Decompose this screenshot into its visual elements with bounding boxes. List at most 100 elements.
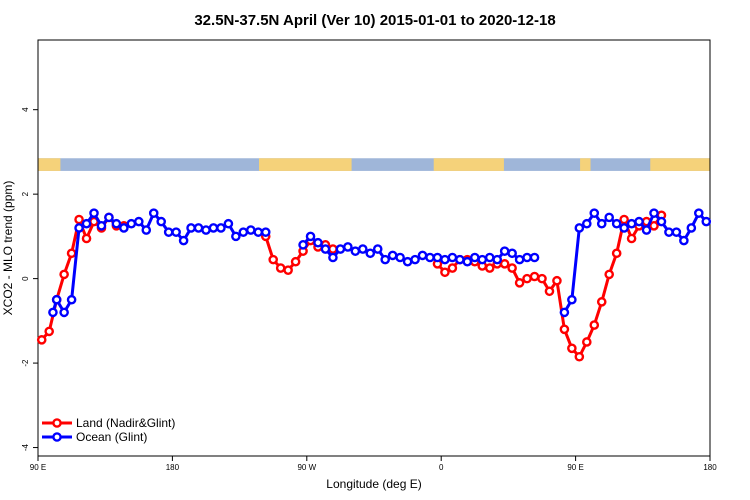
ocean-series <box>48 208 712 318</box>
map-land-segment <box>38 158 61 171</box>
data-point <box>238 227 249 237</box>
x-axis: 90 E 180 90 W 0 90 E 180 <box>30 456 717 472</box>
data-point <box>559 324 570 335</box>
data-point <box>74 214 84 225</box>
x-tick-label: 0 <box>439 463 444 472</box>
data-point <box>178 235 189 246</box>
data-point <box>462 256 473 267</box>
data-point <box>387 250 398 261</box>
data-point <box>656 216 667 227</box>
map-land-segment <box>650 158 710 171</box>
data-point <box>626 218 637 229</box>
data-point <box>201 225 211 235</box>
data-point <box>499 246 510 256</box>
y-tick-label: -4 <box>21 443 30 451</box>
data-point <box>552 275 562 286</box>
x-tick-label: 90 E <box>567 463 583 472</box>
data-point <box>604 269 615 280</box>
legend: Land (Nadir&Glint)Ocean (Glint) <box>42 416 175 444</box>
series-layer <box>36 208 712 362</box>
chart-title: 32.5N-37.5N April (Ver 10) 2015-01-01 to… <box>194 12 555 29</box>
data-point <box>484 252 495 263</box>
data-point <box>283 265 293 275</box>
data-point <box>260 227 271 237</box>
data-point <box>335 244 346 254</box>
map-land-segment <box>580 158 591 171</box>
data-point <box>417 250 428 261</box>
data-point <box>313 237 323 248</box>
map-land-segment <box>259 158 352 171</box>
data-point <box>44 326 55 337</box>
data-point <box>425 252 435 263</box>
y-tick-label: 0 <box>21 276 30 281</box>
data-point <box>701 216 712 227</box>
data-point <box>208 223 219 233</box>
data-point <box>671 227 682 237</box>
data-point <box>171 227 181 237</box>
data-point <box>163 227 174 237</box>
data-point <box>537 273 547 284</box>
data-point <box>59 269 69 280</box>
data-point <box>350 246 361 256</box>
data-point <box>529 252 540 263</box>
data-point <box>611 248 622 259</box>
data-point <box>231 231 241 242</box>
data-point <box>148 208 159 218</box>
data-point <box>507 248 517 259</box>
data-point <box>619 223 629 233</box>
data-point <box>328 244 338 254</box>
data-point <box>343 242 353 252</box>
data-point <box>395 252 405 263</box>
x-tick-label: 90 E <box>30 463 46 472</box>
data-point <box>253 227 264 237</box>
data-point <box>380 254 391 265</box>
data-point <box>604 212 615 223</box>
data-point <box>298 240 308 250</box>
data-point <box>514 254 525 265</box>
data-point <box>567 294 577 305</box>
data-point <box>81 218 92 229</box>
data-point <box>634 216 644 227</box>
data-point <box>111 218 122 229</box>
data-point <box>89 208 99 218</box>
data-point <box>641 225 652 235</box>
data-point <box>626 233 637 244</box>
data-point <box>596 297 607 307</box>
x-tick-label: 180 <box>166 463 180 472</box>
data-point <box>596 218 607 229</box>
data-point <box>649 208 659 218</box>
data-point <box>619 214 629 225</box>
data-point <box>59 307 69 318</box>
y-axis-label: XCO2 - MLO trend (ppm) <box>1 181 15 316</box>
data-point <box>66 294 77 305</box>
data-point <box>275 263 286 273</box>
data-point <box>507 263 517 273</box>
data-point <box>126 218 137 229</box>
data-point <box>664 227 674 237</box>
legend-label: Ocean (Glint) <box>76 430 147 444</box>
data-point <box>567 343 577 354</box>
data-point <box>96 221 107 231</box>
data-point <box>694 208 704 218</box>
data-point <box>686 223 697 233</box>
data-point <box>133 216 144 227</box>
data-point <box>36 335 47 345</box>
data-point <box>432 252 443 263</box>
data-point <box>141 225 152 235</box>
y-tick-label: -2 <box>21 359 30 367</box>
data-point <box>156 216 166 227</box>
data-point <box>477 254 488 265</box>
data-point <box>574 351 585 362</box>
data-point <box>186 223 196 233</box>
data-point <box>402 256 413 267</box>
data-point <box>679 235 689 246</box>
data-point <box>649 221 659 231</box>
x-tick-label: 90 W <box>297 463 316 472</box>
data-point <box>447 263 458 273</box>
data-point <box>372 244 383 254</box>
y-tick-label: 4 <box>21 107 30 112</box>
data-point <box>119 223 129 233</box>
data-point <box>320 244 331 254</box>
legend-label: Land (Nadir&Glint) <box>76 416 175 430</box>
data-point <box>589 208 600 218</box>
